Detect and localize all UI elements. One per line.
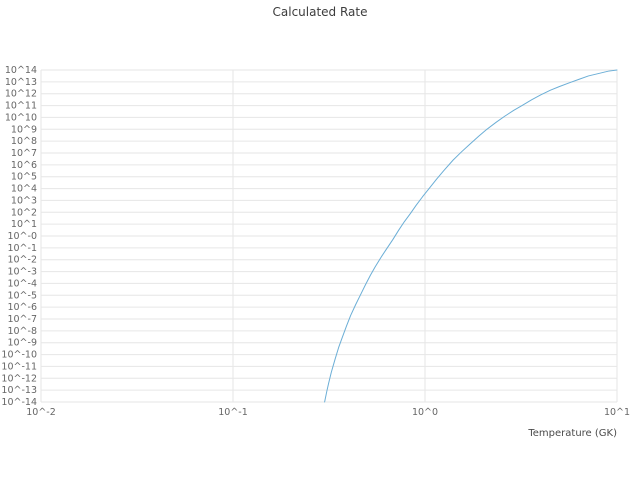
- chart-title: Calculated Rate: [273, 5, 368, 19]
- x-tick-label: 10^-2: [26, 407, 56, 418]
- y-tick-label: 10^4: [11, 184, 37, 195]
- y-tick-label: 10^13: [5, 77, 37, 88]
- y-tick-label: 10^-9: [7, 338, 37, 349]
- y-tick-label: 10^-7: [7, 314, 37, 325]
- x-tick-label: 10^0: [412, 407, 438, 418]
- y-tick-label: 10^7: [11, 148, 37, 159]
- series-line-calculated-rate: [324, 69, 618, 403]
- y-tick-label: 10^2: [11, 207, 37, 218]
- y-tick-label: 10^-2: [7, 255, 37, 266]
- y-tick-label: 10^3: [11, 195, 37, 206]
- y-tick-label: 10^1: [11, 219, 37, 230]
- x-tick-label: 10^-1: [218, 407, 248, 418]
- x-tick-label: 10^1: [604, 407, 630, 418]
- y-tick-label: 10^-6: [7, 302, 37, 313]
- y-tick-label: 10^-5: [7, 290, 37, 301]
- y-tick-label: 10^8: [11, 136, 37, 147]
- y-tick-label: 10^-12: [1, 373, 37, 384]
- y-tick-label: 10^6: [11, 160, 37, 171]
- grid-layer: [40, 69, 618, 403]
- tick-layer: 10^1410^1310^1210^1110^1010^910^810^710^…: [1, 65, 630, 418]
- y-tick-label: 10^12: [5, 89, 37, 100]
- y-tick-label: 10^-4: [7, 278, 37, 289]
- y-tick-label: 10^9: [11, 124, 37, 135]
- y-tick-label: 10^-8: [7, 326, 37, 337]
- y-tick-label: 10^11: [5, 101, 37, 112]
- y-tick-label: 10^-11: [1, 361, 37, 372]
- y-tick-label: 10^5: [11, 172, 37, 183]
- y-tick-label: 10^-1: [7, 243, 37, 254]
- x-axis-label: Temperature (GK): [527, 428, 617, 439]
- y-tick-label: 10^10: [5, 112, 37, 123]
- y-tick-label: 10^-13: [1, 385, 37, 396]
- y-tick-label: 10^-3: [7, 267, 37, 278]
- series-layer: [324, 69, 618, 403]
- y-tick-label: 10^14: [5, 65, 37, 76]
- y-tick-label: 10^-10: [1, 350, 37, 361]
- y-tick-label: 10^-0: [7, 231, 37, 242]
- y-tick-label: 10^-14: [1, 397, 37, 408]
